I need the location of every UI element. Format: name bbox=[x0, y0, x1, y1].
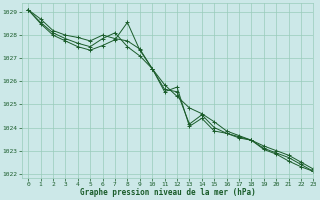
X-axis label: Graphe pression niveau de la mer (hPa): Graphe pression niveau de la mer (hPa) bbox=[80, 188, 256, 197]
